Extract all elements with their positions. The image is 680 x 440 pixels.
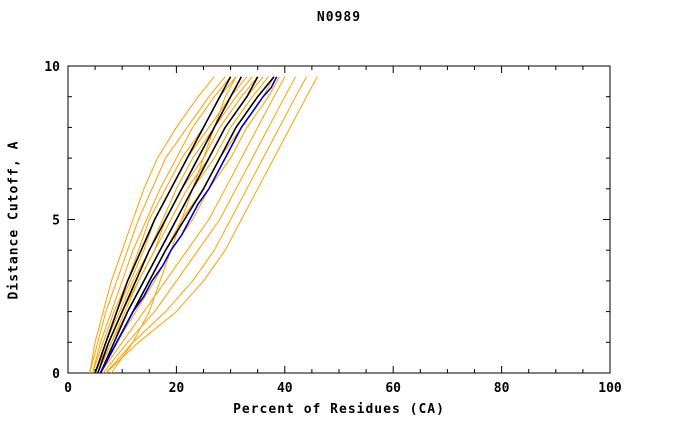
x-axis-label: Percent of Residues (CA) — [233, 402, 445, 417]
series-line — [105, 76, 307, 374]
series-line — [94, 76, 253, 374]
y-tick-label: 0 — [52, 367, 60, 382]
x-tick-label: 60 — [385, 381, 401, 396]
series-line — [100, 76, 280, 374]
y-axis-label: Distance Cutoff, A — [6, 140, 22, 300]
series-line — [89, 76, 226, 374]
series-line — [102, 76, 297, 374]
x-tick-label: 20 — [169, 381, 185, 396]
x-tick-label: 80 — [494, 381, 510, 396]
series-line — [99, 76, 278, 374]
y-tick-label: 10 — [44, 60, 60, 75]
series-line — [94, 76, 232, 374]
chart-title: N0989 — [316, 10, 362, 25]
x-tick-label: 0 — [64, 381, 72, 396]
series-line — [105, 76, 318, 374]
series-line — [100, 76, 286, 374]
series-line — [99, 76, 259, 374]
y-tick-label: 5 — [52, 214, 60, 229]
series-line — [91, 76, 231, 374]
x-tick-label: 100 — [598, 381, 622, 396]
series-line — [110, 76, 237, 374]
series-line — [97, 76, 243, 374]
x-tick-label: 40 — [277, 381, 293, 396]
series-line — [89, 76, 215, 374]
